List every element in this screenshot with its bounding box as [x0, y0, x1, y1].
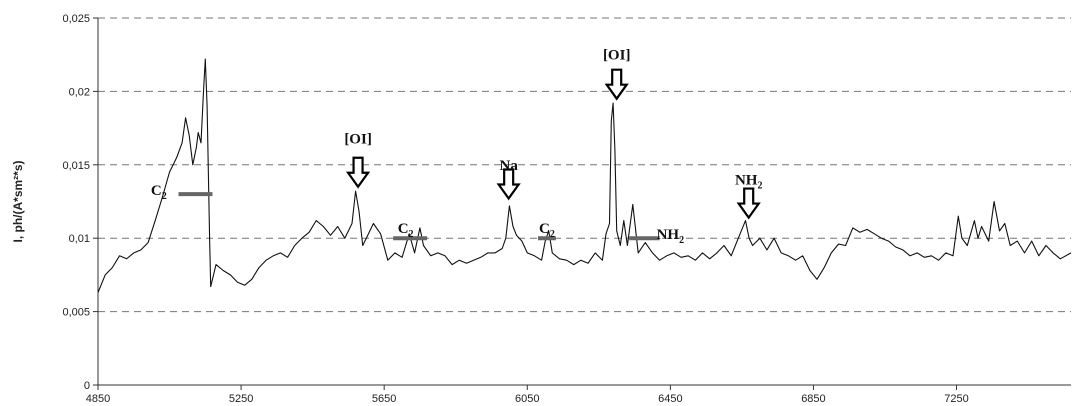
annotation-label: Na	[499, 158, 518, 174]
y-tick-label: 0,01	[69, 233, 90, 245]
y-tick-label: 0,02	[69, 86, 90, 98]
annotation-arrow	[736, 187, 761, 220]
series-line	[97, 58, 1072, 293]
x-tick-label: 5250	[229, 393, 253, 405]
annotation-label: NH2	[657, 227, 685, 246]
annotations: C2 [OI] C2 Na C2 [OI] NH2 NH2	[151, 48, 763, 246]
x-tick-label: 5650	[372, 393, 396, 405]
annotation-arrow	[604, 68, 629, 101]
y-tick-labels: 0 0,005 0,01 0,015 0,02 0,025	[62, 13, 90, 392]
x-tick-label: 6450	[658, 393, 682, 405]
annotation-label: NH2	[735, 172, 763, 191]
annotation-label: C2	[539, 221, 555, 240]
x-tick-label: 6850	[801, 393, 825, 405]
annotation-label: [OI]	[603, 48, 631, 64]
annotation-label: [OI]	[344, 131, 372, 147]
annotation-arrow	[496, 168, 521, 201]
x-tick-label: 6050	[515, 393, 539, 405]
annotation-arrow	[345, 156, 371, 189]
y-tick-label: 0,025	[62, 13, 90, 25]
y-axis-label: I, ph/(A*sm²*s)	[11, 160, 25, 242]
y-tick-label: 0	[84, 380, 90, 392]
series-lines	[97, 58, 1072, 293]
axes	[93, 17, 1071, 390]
y-tick-label: 0,005	[62, 307, 90, 319]
x-tick-label: 7250	[944, 393, 968, 405]
gridlines	[98, 17, 1071, 313]
annotation-label: C2	[151, 183, 167, 202]
x-tick-label: 4850	[86, 393, 110, 405]
annotation-label: C2	[398, 221, 414, 240]
y-tick-label: 0,015	[62, 160, 90, 172]
x-tick-labels: 4850 5250 5650 6050 6450 6850 7250	[86, 393, 969, 405]
